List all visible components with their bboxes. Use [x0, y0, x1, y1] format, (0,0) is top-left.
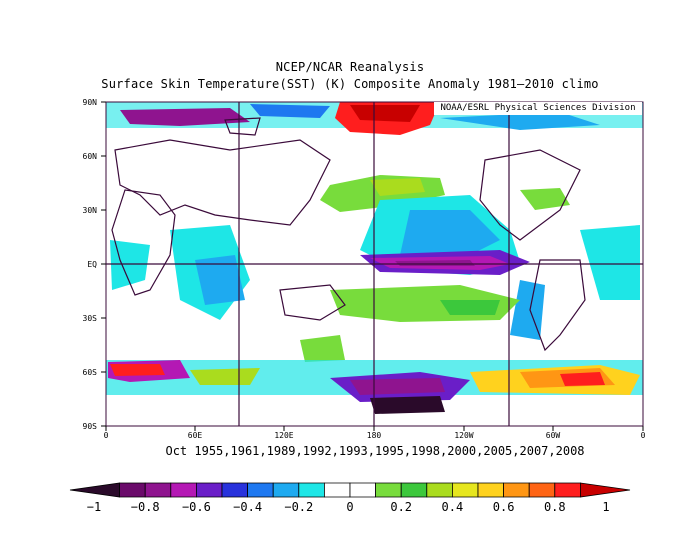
colorbar-swatch — [452, 482, 479, 498]
lat-label: 90S — [83, 422, 98, 431]
colorbar-swatch — [144, 482, 172, 498]
lat-label: 60N — [83, 152, 98, 161]
colorbar-swatch — [528, 482, 556, 498]
latitude-labels: 90N 60N 30N EQ 30S 60S 90S — [83, 98, 106, 431]
composite-dates: Oct 1955,1961,1989,1992,1993,1995,1998,2… — [165, 444, 585, 458]
colorbar-label: 0.6 — [493, 500, 515, 514]
colorbar-label: 0.8 — [544, 500, 566, 514]
lat-label: 90N — [83, 98, 98, 107]
colorbar-swatch — [247, 482, 274, 498]
lon-label: 60W — [546, 431, 561, 440]
lon-label: 120W — [454, 431, 473, 440]
colorbar: −1 −0.8 −0.6 −0.4 −0.2 0 0.2 0.4 0.6 0.8 1 — [69, 482, 631, 514]
colorbar-label: 0.4 — [442, 500, 464, 514]
colorbar-label: 0 — [346, 500, 353, 514]
lon-label: 120E — [274, 431, 293, 440]
lon-label: 0 — [104, 431, 109, 440]
colorbar-label: −1 — [87, 500, 101, 514]
lat-label: 30S — [83, 314, 98, 323]
colorbar-label: 1 — [602, 500, 609, 514]
lat-label: EQ — [87, 260, 97, 269]
colorbar-label: −0.2 — [284, 500, 313, 514]
colorbar-swatch — [272, 482, 300, 498]
colorbar-swatch — [324, 482, 351, 498]
colorbar-swatch — [400, 482, 428, 498]
lon-label: 180 — [367, 431, 382, 440]
colorbar-label: 0.2 — [390, 500, 412, 514]
colorbar-swatch — [196, 482, 223, 498]
chart-subtitle: Surface Skin Temperature(SST) (K) Compos… — [101, 77, 599, 91]
colorbar-swatch — [170, 482, 197, 498]
colorbar-swatch — [554, 482, 581, 498]
lon-label: 0 — [641, 431, 646, 440]
colorbar-swatch — [375, 482, 402, 498]
colorbar-swatch — [298, 482, 325, 498]
colorbar-swatch — [477, 482, 504, 498]
colorbar-swatch — [221, 482, 248, 498]
credit-label: NOAA/ESRL Physical Sciences Division — [434, 102, 642, 115]
longitude-labels: 0 60E 120E 180 120W 60W 0 — [104, 426, 646, 440]
colorbar-label: −0.4 — [233, 500, 262, 514]
colorbar-swatch — [426, 482, 453, 498]
chart-title: NCEP/NCAR Reanalysis — [275, 60, 425, 74]
colorbar-swatch — [503, 482, 530, 498]
colorbar-label: −0.8 — [131, 500, 160, 514]
colorbar-swatch — [349, 482, 376, 498]
colorbar-swatch — [69, 482, 120, 498]
lat-label: 30N — [83, 206, 98, 215]
lon-label: 60E — [188, 431, 203, 440]
colorbar-swatch — [119, 482, 146, 498]
colorbar-swatch — [580, 482, 631, 498]
lat-label: 60S — [83, 368, 98, 377]
colorbar-label: −0.6 — [182, 500, 211, 514]
